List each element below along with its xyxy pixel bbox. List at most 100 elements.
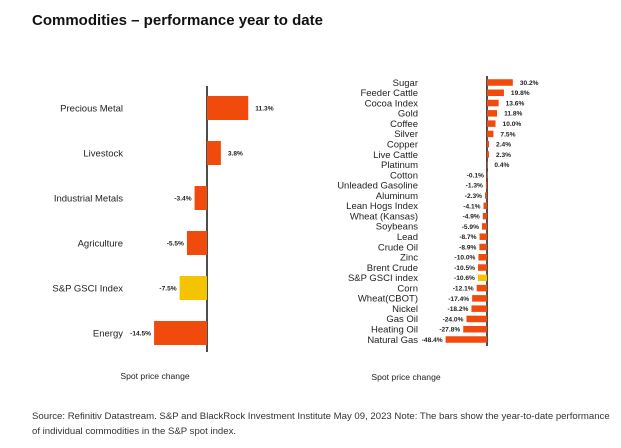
right-value-label: -8.9%: [459, 244, 476, 251]
right-value-label: 10.0%: [503, 121, 522, 128]
right-value-label: 0.4%: [494, 162, 509, 169]
left-value-label: -7.5%: [159, 285, 176, 292]
left-bar-agriculture: [186, 231, 207, 255]
right-value-label: -8.7%: [459, 234, 476, 241]
right-value-label: 30.2%: [520, 80, 539, 87]
right-bar-aluminum: [485, 192, 487, 199]
right-bar-nickel: [471, 305, 487, 312]
right-bar-silver: [487, 130, 494, 138]
right-bar-unleaded-gasoline: [485, 182, 487, 189]
right-value-label: -5.9%: [462, 224, 479, 231]
right-value-label: -24.0%: [443, 316, 464, 323]
right-bar-natural-gas: [445, 336, 487, 343]
right-value-label: -12.1%: [453, 286, 474, 293]
left-bar-s-p-gsci-index: [179, 276, 207, 300]
right-bar-brent-crude: [478, 264, 487, 271]
right-bar-lean-hogs-index: [483, 202, 487, 210]
right-bar-heating-oil: [463, 325, 487, 333]
chart-title: Commodities – performance year to date: [32, 12, 323, 29]
right-value-label: -17.4%: [448, 296, 469, 303]
right-bar-corn: [476, 284, 487, 292]
right-bar-lead: [479, 233, 487, 240]
right-category-label: Wheat (Kansas): [350, 211, 418, 222]
right-value-label: -48.4%: [422, 337, 443, 344]
right-bar-soybeans: [481, 223, 487, 230]
left-bar-livestock: [207, 141, 221, 165]
right-axis-caption: Spot price change: [371, 372, 440, 382]
right-category-label: Feeder Cattle: [360, 88, 418, 99]
right-value-label: -18.2%: [448, 306, 469, 313]
right-category-label: Gas Oil: [386, 314, 418, 325]
right-value-label: 2.3%: [496, 152, 511, 159]
right-value-label: -4.1%: [463, 203, 480, 210]
right-value-label: -1.3%: [466, 183, 483, 190]
right-bar-cocoa-index: [487, 99, 499, 107]
left-bar-industrial-metals: [194, 186, 207, 210]
right-value-label: 11.8%: [504, 111, 522, 118]
right-category-label: Copper: [387, 139, 418, 150]
right-value-label: 19.8%: [511, 90, 530, 97]
left-category-label: Precious Metal: [60, 103, 123, 114]
right-value-label: -27.8%: [439, 327, 460, 334]
right-value-label: -4.9%: [463, 214, 480, 221]
right-category-label: Live Cattle: [373, 150, 418, 161]
right-category-label: Coffee: [390, 119, 418, 130]
left-value-label: 11.3%: [255, 105, 273, 112]
right-category-label: Soybeans: [376, 222, 419, 233]
left-value-label: -14.5%: [130, 330, 151, 337]
left-axis-caption: Spot price change: [120, 371, 189, 381]
right-category-label: Nickel: [392, 304, 418, 315]
right-category-label: Unleaded Gasoline: [337, 181, 418, 192]
right-bar-feeder-cattle: [487, 89, 504, 97]
left-category-label: Livestock: [83, 148, 123, 159]
right-category-label: Brent Crude: [367, 263, 418, 274]
right-value-label: 7.5%: [500, 131, 515, 138]
right-category-label: S&P GSCI index: [348, 273, 418, 284]
left-value-label: -5.5%: [167, 240, 184, 247]
left-value-label: 3.8%: [228, 150, 243, 157]
left-bar-energy: [154, 321, 207, 345]
right-category-label: Lead: [397, 232, 418, 243]
left-bar-precious-metal: [207, 96, 249, 120]
right-category-label: Cocoa Index: [365, 98, 419, 109]
right-value-label: -10.6%: [454, 275, 475, 282]
right-category-label: Aluminum: [376, 191, 418, 202]
right-category-label: Heating Oil: [371, 325, 418, 336]
left-value-label: -3.4%: [174, 195, 191, 202]
right-bar-s-p-gsci-index: [477, 274, 487, 282]
source-note: Source: Refinitiv Datastream. S&P and Bl…: [32, 411, 610, 437]
right-category-label: Zinc: [400, 253, 418, 264]
left-category-label: S&P GSCI Index: [52, 283, 123, 294]
right-bar-cotton: [486, 171, 488, 179]
right-bar-wheat-cbot: [472, 295, 487, 302]
right-category-label: Wheat(CBOT): [358, 294, 418, 305]
right-bar-copper: [487, 140, 490, 148]
left-category-label: Industrial Metals: [54, 193, 123, 204]
right-bar-live-cattle: [487, 151, 489, 158]
right-bar-zinc: [478, 254, 487, 261]
right-value-label: -0.1%: [467, 172, 484, 179]
right-bar-coffee: [487, 120, 496, 127]
right-category-label: Corn: [397, 283, 418, 294]
right-bar-gas-oil: [466, 315, 487, 323]
right-bar-gold: [487, 110, 498, 117]
right-category-label: Gold: [398, 109, 418, 120]
right-category-label: Cotton: [390, 170, 418, 181]
left-category-label: Energy: [93, 328, 123, 339]
right-bar-crude-oil: [479, 243, 487, 251]
right-bar-platinum: [487, 161, 488, 168]
left-category-label: Agriculture: [78, 238, 123, 249]
right-category-label: Sugar: [393, 78, 418, 89]
right-bar-wheat-kansas: [482, 212, 487, 220]
right-category-label: Natural Gas: [367, 335, 418, 346]
right-category-label: Lean Hogs Index: [346, 201, 418, 212]
right-category-label: Crude Oil: [378, 242, 418, 253]
right-value-label: -10.5%: [454, 265, 475, 272]
right-value-label: 13.6%: [506, 100, 525, 107]
right-category-label: Silver: [394, 129, 418, 140]
right-value-label: 2.4%: [496, 142, 511, 149]
right-category-label: Platinum: [381, 160, 418, 171]
right-value-label: -2.3%: [465, 193, 482, 200]
right-value-label: -10.0%: [455, 255, 476, 262]
